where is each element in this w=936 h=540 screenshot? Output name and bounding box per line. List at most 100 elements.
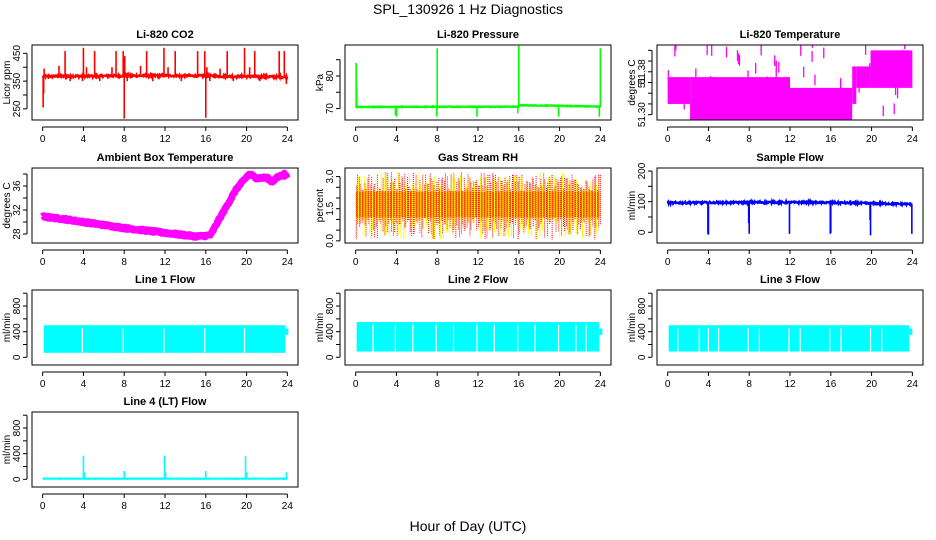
panel-gas-stream-rh: Gas Stream RH percent 0 4 8 12 16 20 24 0.0 1.5 3.0 xyxy=(315,152,612,268)
y-tick-label: 0 xyxy=(12,354,23,360)
panel-li-820-co2: Li-820 CO2 Licor ppm 0 4 8 12 16 20 24 250 350 450 xyxy=(2,29,299,145)
x-axis: 0 4 8 12 16 20 24 xyxy=(665,371,919,390)
band-segment xyxy=(852,66,857,104)
x-tick-label: 0 xyxy=(40,379,46,390)
x-tick-label: 0 xyxy=(353,257,359,268)
y-tick-label: 400 xyxy=(637,323,648,340)
x-tick-label: 16 xyxy=(513,379,525,390)
x-tick-label: 12 xyxy=(784,134,796,145)
band-segment xyxy=(690,77,790,120)
plot-area xyxy=(666,197,913,236)
plot-frame xyxy=(31,44,299,121)
x-tick-label: 16 xyxy=(200,501,212,512)
x-tick-label: 8 xyxy=(121,257,127,268)
plot-frame xyxy=(656,289,924,366)
x-tick-label: 24 xyxy=(907,134,919,145)
y-tick-label: 51 xyxy=(637,77,648,89)
figure-title: SPL_130926 1 Hz Diagnostics xyxy=(373,1,563,17)
y-axis: 0 400 800 xyxy=(637,292,653,360)
flow-tail xyxy=(285,328,289,335)
x-tick-label: 4 xyxy=(706,257,712,268)
x-tick-label: 4 xyxy=(81,257,87,268)
x-tick-label: 20 xyxy=(554,134,566,145)
plot-area xyxy=(42,455,288,481)
x-axis: 0 4 8 12 16 20 24 xyxy=(40,371,294,390)
y-axis: 70 80 xyxy=(325,59,341,115)
plot-area xyxy=(41,47,289,119)
y-axis-label: ml/min xyxy=(315,313,326,342)
y-axis: 0 400 800 xyxy=(12,414,28,482)
x-tick-label: 4 xyxy=(81,501,87,512)
y-tick-label: 70 xyxy=(325,103,336,115)
x-tick-label: 12 xyxy=(159,257,171,268)
x-tick-label: 20 xyxy=(554,257,566,268)
x-tick-label: 8 xyxy=(746,257,752,268)
y-tick-label: 100 xyxy=(637,193,648,210)
x-tick-label: 24 xyxy=(907,379,919,390)
x-tick-label: 20 xyxy=(241,501,253,512)
x-tick-label: 20 xyxy=(241,257,253,268)
band-segment xyxy=(790,87,853,120)
panel-title: Li-820 Temperature xyxy=(740,29,841,41)
x-tick-label: 20 xyxy=(866,257,878,268)
x-axis: 0 4 8 12 16 20 24 xyxy=(40,249,293,268)
panel-title: Line 4 (LT) Flow xyxy=(124,396,207,408)
panel-title: Line 1 Flow xyxy=(135,274,195,286)
y-axis: 0 100 200 xyxy=(637,162,653,235)
x-tick-label: 24 xyxy=(282,501,294,512)
x-tick-label: 0 xyxy=(665,134,671,145)
y-tick-label: 800 xyxy=(12,419,23,436)
plot-area xyxy=(667,45,913,120)
x-tick-label: 4 xyxy=(706,134,712,145)
y-tick-label: 250 xyxy=(12,100,23,117)
y-tick-label: 800 xyxy=(325,297,336,314)
y-tick-label: 0.0 xyxy=(325,233,336,247)
y-tick-label: 0 xyxy=(12,476,23,482)
y-tick-label: 800 xyxy=(637,297,648,314)
x-tick-label: 12 xyxy=(784,257,796,268)
y-tick-label: 400 xyxy=(12,445,23,462)
x-tick-label: 0 xyxy=(665,257,671,268)
flow-tail xyxy=(909,328,913,335)
plot-frame xyxy=(656,44,924,121)
x-axis: 0 4 8 12 16 20 24 xyxy=(353,249,607,268)
y-axis: 28 32 36 xyxy=(12,173,28,240)
panel-title: Ambient Box Temperature xyxy=(97,152,234,164)
panel-title: Sample Flow xyxy=(756,152,824,164)
panel-sample-flow: Sample Flow ml/min 0 4 8 12 16 20 24 0 100 200 xyxy=(627,152,924,268)
y-tick-label: 350 xyxy=(12,72,23,89)
x-tick-label: 24 xyxy=(595,379,607,390)
x-tick-label: 8 xyxy=(434,134,440,145)
y-tick-label: 1.5 xyxy=(325,201,336,215)
x-tick-label: 16 xyxy=(513,257,525,268)
panel-line-1-flow: Line 1 Flow ml/min 0 4 8 12 16 20 24 0 400 800 xyxy=(2,274,299,390)
y-tick-label: 28 xyxy=(12,228,23,240)
x-axis: 0 4 8 12 16 20 24 xyxy=(665,126,919,145)
x-tick-label: 8 xyxy=(746,134,752,145)
panel-line-4-lt-flow: Line 4 (LT) Flow ml/min 0 4 8 12 16 20 24 0 400 800 xyxy=(2,396,299,512)
panel-ambient-box-temperature: Ambient Box Temperature degrees C 0 4 8 12 16 2… xyxy=(2,152,299,268)
x-tick-label: 12 xyxy=(472,134,484,145)
y-axis: 0 400 800 xyxy=(325,292,341,360)
x-tick-label: 24 xyxy=(282,379,294,390)
x-axis: 0 4 8 12 16 20 24 xyxy=(353,371,607,390)
y-axis-label: degrees C xyxy=(627,59,638,105)
x-tick-label: 24 xyxy=(595,134,607,145)
y-axis: 0.0 1.5 3.0 xyxy=(325,169,341,248)
y-tick-label: 400 xyxy=(12,323,23,340)
plot-frame xyxy=(344,289,612,366)
x-tick-label: 0 xyxy=(40,134,46,145)
x-tick-label: 16 xyxy=(513,134,525,145)
y-axis-label: ml/min xyxy=(2,435,13,464)
y-axis-label: Licor ppm xyxy=(2,61,13,105)
x-axis: 0 4 8 12 16 20 24 xyxy=(665,249,918,268)
x-tick-label: 20 xyxy=(866,134,878,145)
x-tick-label: 20 xyxy=(241,134,253,145)
x-tick-label: 12 xyxy=(159,501,171,512)
y-tick-label: 0 xyxy=(637,354,648,360)
y-axis-label: percent xyxy=(315,189,326,223)
y-tick-label: 0 xyxy=(637,229,648,235)
x-tick-label: 24 xyxy=(595,257,607,268)
plot-area xyxy=(355,172,601,240)
